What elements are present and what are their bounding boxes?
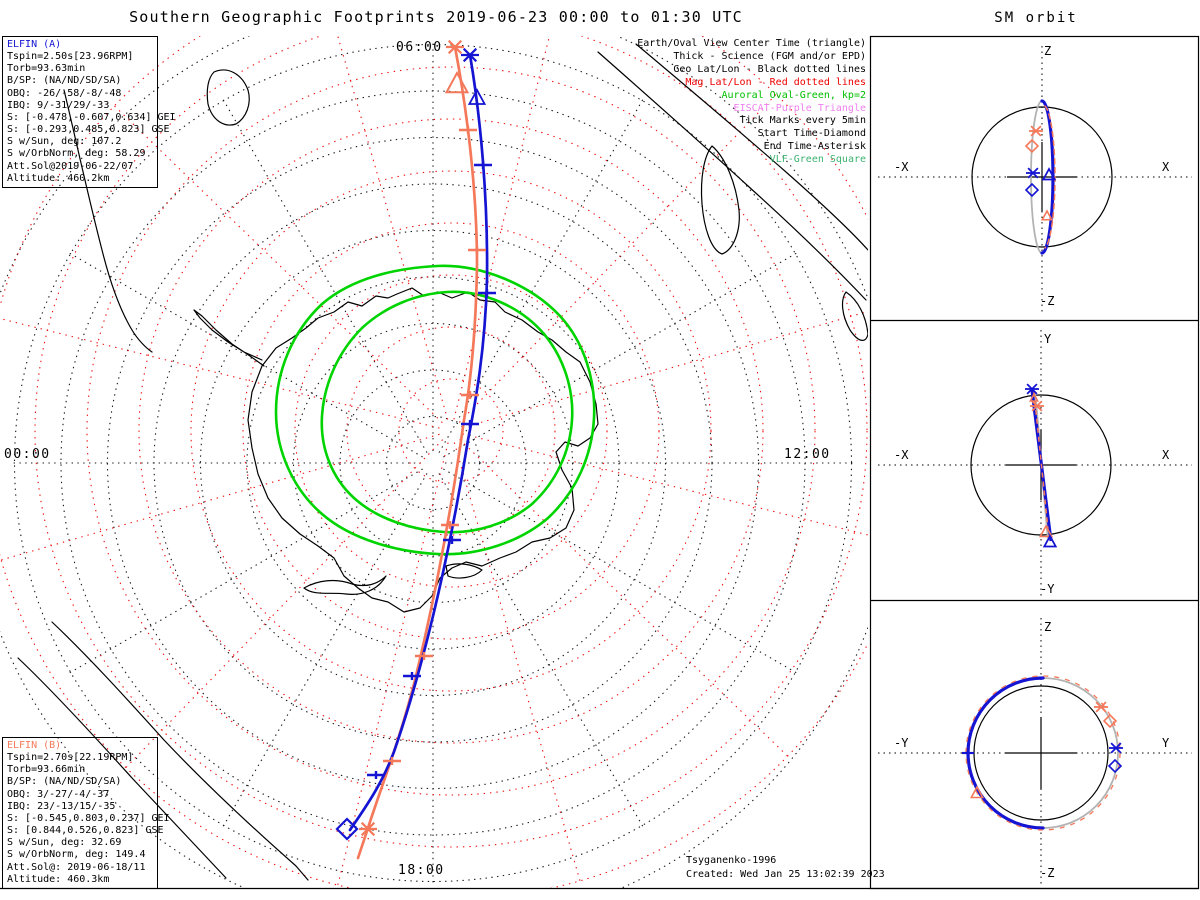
sm-orbit-panel-yz [878, 618, 1192, 884]
info-line: S: [0.844,0.526,0.823] GSE [7, 825, 164, 837]
elfin-b-footprint [356, 45, 479, 860]
panel3-axis-bottom: -Z [1040, 866, 1055, 880]
legend-line: Geo Lat/Lon - Black dotted lines [673, 63, 866, 75]
panel1-axis-bottom: -Z [1040, 294, 1055, 308]
info-line: IBQ: 23/-13/15/-35 [7, 800, 116, 812]
info-line: S: [-0.293,0.485,0.823] GSE [7, 124, 170, 136]
info-line: Altitude: 460.3km [7, 873, 110, 885]
info-line: IBQ: 9/-31/29/-33 [7, 99, 110, 111]
legend-line: Mag Lat/Lon - Red dotted lines [685, 76, 866, 88]
legend-line: Start Time-Diamond [757, 128, 866, 140]
legend-line: EISCAT-Purple Triangle [733, 102, 866, 114]
geo-grid [0, 36, 868, 889]
legend: Earth/Oval View Center Time (triangle) T… [500, 38, 866, 167]
panel1-axis-left: -X [894, 160, 909, 174]
clock-label-1800: 18:00 [398, 863, 445, 878]
info-line: Torb=93.63min [7, 63, 86, 75]
coastlines [17, 43, 868, 881]
info-line: OBQ: 3/-27/-4/-37 [7, 788, 110, 800]
legend-line: VLF-Green Square [769, 154, 866, 166]
info-line: S w/OrbNorm, deg: 58.29 [7, 148, 146, 160]
info-line: Altitude: 460.2km [7, 172, 110, 184]
sm-orbit-panel-xy [878, 330, 1192, 598]
panel2-axis-top: Y [1044, 332, 1052, 346]
legend-line: Auroral Oval-Green, kp=2 [721, 89, 867, 101]
sm-orbit-title: SM orbit [994, 10, 1078, 26]
elfin-a-title: ELFIN (A) [7, 39, 62, 50]
mag-grid [0, 36, 868, 889]
panel3-axis-right: Y [1162, 736, 1170, 750]
clock-label-0000: 00:00 [4, 447, 51, 462]
elfin-b-title: ELFIN (B) [7, 740, 62, 751]
panel3-axis-left: -Y [894, 736, 909, 750]
elfin-b-info-box: ELFIN (B) Tspin=2.70s[22.19RPM] Torb=93.… [2, 737, 170, 889]
info-line: S: [-0.478,-0.607,0.634] GEI [7, 111, 176, 123]
page-title: Southern Geographic Footprints 2019-06-2… [129, 8, 743, 26]
legend-line: Earth/Oval View Center Time (triangle) [637, 38, 866, 49]
panel2-axis-right: X [1162, 448, 1170, 462]
panel-frames [0, 35, 1200, 890]
info-line: S: [-0.545,0.803,0.237] GEI [7, 812, 170, 824]
auroral-oval [274, 264, 596, 556]
panel3-axis-top: Z [1044, 620, 1052, 634]
clock-label-1200: 12:00 [784, 447, 831, 462]
info-line: Tspin=2.50s[23.96RPM] [7, 51, 134, 63]
footprint-tick-marks [367, 126, 496, 779]
info-line: S w/Sun, deg: 32.69 [7, 837, 122, 849]
footprint-tracks [348, 45, 489, 860]
info-line: Att.Sol@: 2019-06-18/11 [7, 861, 146, 873]
legend-line: Thick - Science (FGM and/or EPD) [673, 50, 866, 62]
elfin-a-info-box: ELFIN (A) Tspin=2.50s[23.96RPM] Torb=93.… [2, 36, 176, 188]
panel1-axis-top: Z [1044, 44, 1052, 58]
info-line: OBQ: -26/-58/-8/-48 [7, 87, 122, 99]
legend-line: Tick Marks every 5min [739, 115, 866, 127]
legend-line: End Time-Asterisk [763, 141, 866, 153]
created-label: Created: Wed Jan 25 13:02:39 2023 [686, 869, 885, 880]
info-line: Torb=93.66min [7, 764, 86, 776]
info-line: B/SP: (NA/ND/SD/SA) [7, 776, 122, 788]
info-line: S w/OrbNorm, deg: 149.4 [7, 849, 146, 861]
model-label: Tsyganenko-1996 [686, 855, 777, 866]
panel1-axis-right: X [1162, 160, 1170, 174]
info-line: Att.Sol@2019-06-22/07 [7, 160, 134, 172]
info-line: B/SP: (NA/ND/SD/SA) [7, 75, 122, 87]
clock-label-0600: 06:00 [396, 40, 443, 55]
sm-orbit-panel-xz [878, 46, 1192, 312]
panel2-axis-left: -X [894, 448, 909, 462]
info-line: Tspin=2.70s[22.19RPM] [7, 752, 134, 764]
elfin-a-footprint [348, 53, 489, 832]
footprint-markers [335, 39, 487, 841]
panel2-axis-bottom: -Y [1040, 582, 1055, 596]
info-line: S w/Sun, deg: 107.2 [7, 136, 122, 148]
